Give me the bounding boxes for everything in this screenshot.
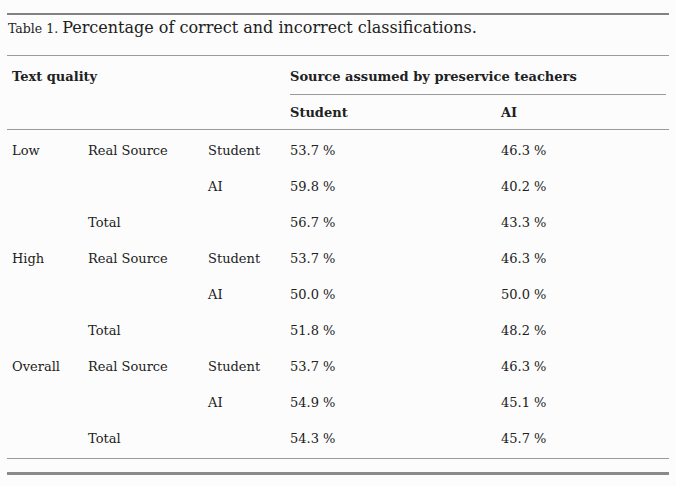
cell-ai-pct: 43.3 % xyxy=(501,215,676,230)
cell-ai-pct: 40.2 % xyxy=(501,179,676,194)
cell-student-pct: 53.7 % xyxy=(290,359,501,374)
cell-text-quality: Low xyxy=(0,143,88,158)
cell-ai-pct: 46.3 % xyxy=(501,359,676,374)
cell-student-pct: 53.7 % xyxy=(290,251,501,266)
table-caption: Table 1. Percentage of correct and incorr… xyxy=(8,18,477,38)
cell-text-quality: Overall xyxy=(0,359,88,374)
cell-ai-pct: 48.2 % xyxy=(501,323,676,338)
table-row-low-ai: AI 59.8 % 40.2 % xyxy=(0,168,676,204)
cell-ai-pct: 46.3 % xyxy=(501,251,676,266)
cell-real-source: Total xyxy=(88,431,208,446)
cell-student-pct: 54.3 % xyxy=(290,431,501,446)
table-bottom-thick-rule xyxy=(7,472,669,475)
cell-real-source: Real Source xyxy=(88,143,208,158)
table-caption-text: Percentage of correct and incorrect clas… xyxy=(62,18,477,37)
cell-source-level: Student xyxy=(208,143,290,158)
cell-source-level: Student xyxy=(208,359,290,374)
table-row-overall-total: Total 54.3 % 45.7 % xyxy=(0,420,676,456)
cell-student-pct: 50.0 % xyxy=(290,287,501,302)
table-row-overall-student: Overall Real Source Student 53.7 % 46.3 … xyxy=(0,348,676,384)
cell-real-source: Real Source xyxy=(88,359,208,374)
cell-student-pct: 51.8 % xyxy=(290,323,501,338)
cell-source-level: AI xyxy=(208,287,290,302)
table-caption-label: Table 1. xyxy=(8,21,58,36)
column-header-source-assumed: Source assumed by preservice teachers xyxy=(290,70,577,83)
header-divider-rule xyxy=(7,129,669,130)
table-row-low-total: Total 56.7 % 43.3 % xyxy=(0,204,676,240)
table-row-high-total: Total 51.8 % 48.2 % xyxy=(0,312,676,348)
cell-ai-pct: 45.1 % xyxy=(501,395,676,410)
spanner-underline-rule xyxy=(290,94,666,95)
table-row-high-student: High Real Source Student 53.7 % 46.3 % xyxy=(0,240,676,276)
cell-student-pct: 56.7 % xyxy=(290,215,501,230)
cell-real-source: Total xyxy=(88,215,208,230)
cell-real-source: Total xyxy=(88,323,208,338)
cell-ai-pct: 45.7 % xyxy=(501,431,676,446)
table-row-overall-ai: AI 54.9 % 45.1 % xyxy=(0,384,676,420)
column-header-text-quality: Text quality xyxy=(12,70,97,83)
column-subheader-student: Student xyxy=(290,106,348,119)
table-row-high-ai: AI 50.0 % 50.0 % xyxy=(0,276,676,312)
cell-ai-pct: 46.3 % xyxy=(501,143,676,158)
table-row-low-student: Low Real Source Student 53.7 % 46.3 % xyxy=(0,132,676,168)
table-top-rule xyxy=(7,13,669,15)
cell-student-pct: 53.7 % xyxy=(290,143,501,158)
cell-source-level: AI xyxy=(208,395,290,410)
cell-student-pct: 59.8 % xyxy=(290,179,501,194)
paper-table-page: Table 1. Percentage of correct and incorr… xyxy=(0,0,676,486)
column-subheader-ai: AI xyxy=(501,106,517,119)
cell-student-pct: 54.9 % xyxy=(290,395,501,410)
table-bottom-thin-rule xyxy=(7,458,669,459)
cell-real-source: Real Source xyxy=(88,251,208,266)
cell-text-quality: High xyxy=(0,251,88,266)
cell-source-level: Student xyxy=(208,251,290,266)
caption-divider-rule xyxy=(7,55,669,56)
cell-source-level: AI xyxy=(208,179,290,194)
cell-ai-pct: 50.0 % xyxy=(501,287,676,302)
